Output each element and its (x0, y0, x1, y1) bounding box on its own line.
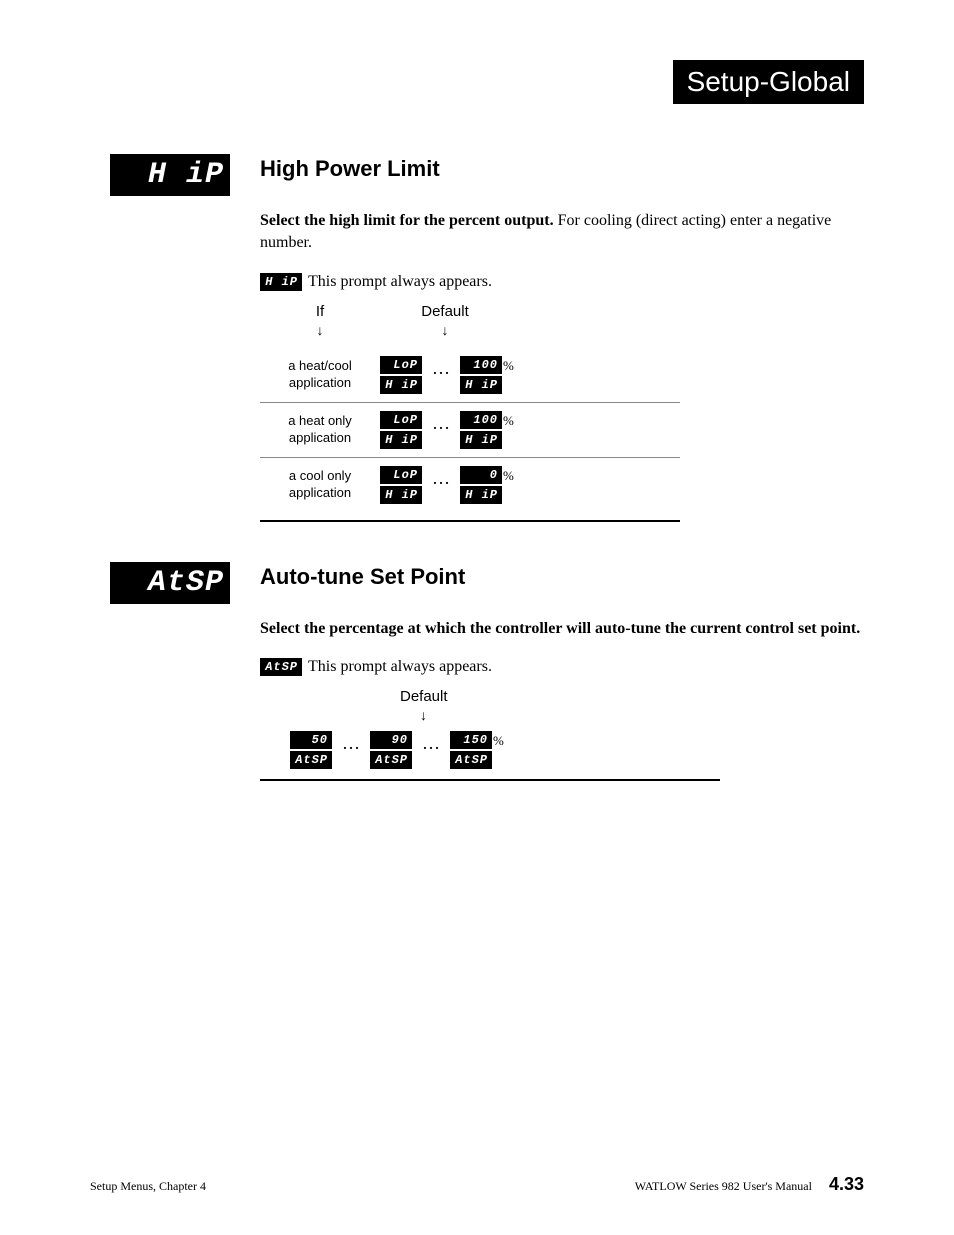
atsp-lead: Select the percentage at which the contr… (260, 618, 864, 640)
hip-col-headers: If Default (260, 303, 864, 320)
atsp-range-0: 50 AtSP (290, 731, 332, 769)
atsp-range-1-bot: AtSP (370, 751, 412, 769)
page-footer: Setup Menus, Chapter 4 WATLOW Series 982… (90, 1174, 864, 1195)
hip-row-2-unit: % (503, 468, 514, 484)
hip-row-0-unit: % (503, 358, 514, 374)
hip-row-1-right-bot: H iP (460, 431, 502, 449)
hip-row-1-unit: % (503, 413, 514, 429)
hip-row-0-left: LoP H iP (380, 356, 422, 394)
atsp-lead-bold: Select the percentage at which the contr… (260, 620, 860, 637)
hip-row-2-left-bot: H iP (380, 486, 422, 504)
hip-row-1-label: a heat only application (260, 413, 380, 447)
section-autotune: AtSP Auto-tune Set Point Select the perc… (90, 562, 864, 781)
hip-row-1-left-top: LoP (380, 411, 422, 429)
hip-row-1-right: 100 H iP (460, 411, 502, 449)
section-high-power-limit: H iP High Power Limit Select the high li… (90, 154, 864, 522)
hip-row-0-sep: … (422, 358, 460, 379)
atsp-range-1-top: 90 (370, 731, 412, 749)
hip-title: High Power Limit (260, 156, 864, 182)
hip-row-0-left-bot: H iP (380, 376, 422, 394)
atsp-default-label: Default (400, 688, 864, 705)
hip-table: a heat/cool application LoP H iP … 100 H… (260, 348, 680, 522)
hip-row-1-l1: a heat only (288, 413, 352, 428)
hip-col-if: If (260, 303, 380, 320)
hip-row-2-left-top: LoP (380, 466, 422, 484)
hip-row-1: a heat only application LoP H iP … 100 H… (260, 402, 680, 457)
hip-row-0-right-top: 100 (460, 356, 502, 374)
hip-prompt: H iP This prompt always appears. (260, 273, 864, 291)
atsp-range: 50 AtSP … 90 AtSP … 150 AtSP % (260, 731, 720, 781)
hip-row-2-l1: a cool only (289, 468, 351, 483)
atsp-sep-0: … (332, 733, 370, 754)
atsp-range-0-top: 50 (290, 731, 332, 749)
hip-arrow-row: ↓ ↓ (260, 322, 864, 338)
header-badge: Setup-Global (673, 60, 864, 104)
hip-row-0-l1: a heat/cool (288, 358, 352, 373)
hip-row-2-right-top: 0 (460, 466, 502, 484)
atsp-prompt-icon: AtSP (260, 658, 302, 676)
hip-row-2-right: 0 H iP (460, 466, 502, 504)
hip-arrow-def: ↓ (380, 322, 510, 338)
hip-row-1-left: LoP H iP (380, 411, 422, 449)
atsp-prompt-text: This prompt always appears. (308, 658, 492, 676)
hip-row-0-right: 100 H iP (460, 356, 502, 394)
footer-page: 4.33 (829, 1174, 864, 1194)
hip-icon: H iP (110, 154, 230, 196)
atsp-range-0-bot: AtSP (290, 751, 332, 769)
hip-row-2-label: a cool only application (260, 468, 380, 502)
hip-row-2-right-bot: H iP (460, 486, 502, 504)
hip-col-default: Default (380, 303, 510, 320)
atsp-range-2-top: 150 (450, 731, 492, 749)
atsp-range-2-bot: AtSP (450, 751, 492, 769)
hip-row-0-right-bot: H iP (460, 376, 502, 394)
hip-lead-bold: Select the high limit for the percent ou… (260, 212, 554, 229)
hip-row-1-sep: … (422, 413, 460, 434)
hip-row-2: a cool only application LoP H iP … 0 H i… (260, 457, 680, 512)
hip-prompt-icon: H iP (260, 273, 302, 291)
footer-left: Setup Menus, Chapter 4 (90, 1179, 206, 1194)
hip-row-2-left: LoP H iP (380, 466, 422, 504)
atsp-range-2: 150 AtSP (450, 731, 492, 769)
footer-manual: WATLOW Series 982 User's Manual (635, 1179, 812, 1193)
hip-row-1-l2: application (289, 430, 351, 445)
hip-row-1-right-top: 100 (460, 411, 502, 429)
atsp-default-arrow: ↓ (420, 707, 864, 723)
atsp-icon-wrap: AtSP (90, 562, 260, 604)
hip-row-0-l2: application (289, 375, 351, 390)
hip-lead: Select the high limit for the percent ou… (260, 210, 864, 255)
hip-prompt-text: This prompt always appears. (308, 273, 492, 291)
hip-row-0-label: a heat/cool application (260, 358, 380, 392)
hip-row-0: a heat/cool application LoP H iP … 100 H… (260, 348, 680, 402)
atsp-title: Auto-tune Set Point (260, 564, 864, 590)
hip-row-2-l2: application (289, 485, 351, 500)
atsp-range-1: 90 AtSP (370, 731, 412, 769)
atsp-prompt: AtSP This prompt always appears. (260, 658, 864, 676)
hip-row-1-left-bot: H iP (380, 431, 422, 449)
atsp-unit: % (493, 733, 504, 749)
page-header: Setup-Global (90, 60, 864, 104)
atsp-icon: AtSP (110, 562, 230, 604)
hip-row-0-left-top: LoP (380, 356, 422, 374)
hip-arrow-if: ↓ (260, 322, 380, 338)
atsp-sep-1: … (412, 733, 450, 754)
section-icon-wrap: H iP (90, 154, 260, 196)
hip-row-2-sep: … (422, 468, 460, 489)
footer-right: WATLOW Series 982 User's Manual 4.33 (635, 1174, 864, 1195)
hip-body: High Power Limit Select the high limit f… (260, 154, 864, 522)
atsp-body: Auto-tune Set Point Select the percentag… (260, 562, 864, 781)
